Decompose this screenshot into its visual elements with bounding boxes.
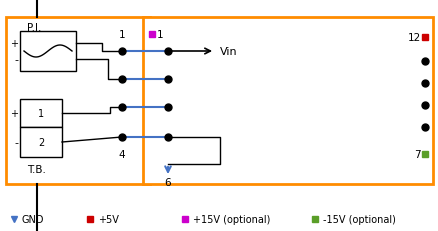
Text: 6: 6 xyxy=(164,177,171,187)
Bar xyxy=(143,18,432,184)
Text: T.B.: T.B. xyxy=(27,164,46,174)
Text: M1: M1 xyxy=(215,54,374,145)
Text: 1: 1 xyxy=(118,30,125,40)
Text: Vin: Vin xyxy=(219,47,237,57)
Text: 2: 2 xyxy=(38,137,44,147)
Text: -: - xyxy=(14,137,18,147)
Text: +: + xyxy=(10,39,18,49)
Text: P.J.: P.J. xyxy=(27,23,41,33)
Bar xyxy=(20,128,62,157)
Text: -: - xyxy=(14,55,18,65)
Text: +15V (optional): +15V (optional) xyxy=(193,214,270,224)
Text: 1: 1 xyxy=(38,109,44,119)
Bar xyxy=(20,32,76,72)
Bar xyxy=(6,18,150,184)
Bar xyxy=(20,100,62,128)
Text: 4: 4 xyxy=(118,149,125,159)
Text: GND: GND xyxy=(22,214,44,224)
Text: -15V (optional): -15V (optional) xyxy=(322,214,395,224)
Text: +: + xyxy=(10,109,18,119)
Text: 7: 7 xyxy=(413,149,420,159)
Text: +5V: +5V xyxy=(98,214,119,224)
Text: 1: 1 xyxy=(157,30,163,40)
Text: 12: 12 xyxy=(407,33,420,43)
